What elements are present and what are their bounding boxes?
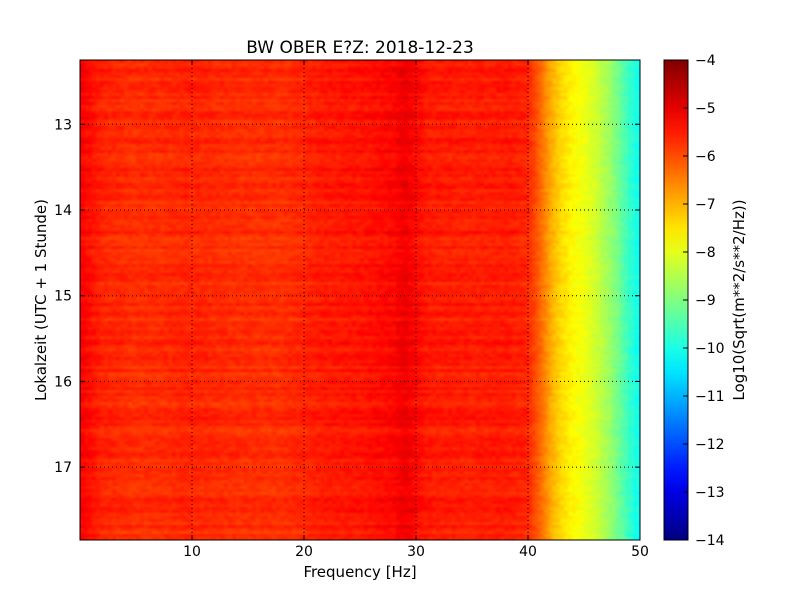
y-tick-label: 17: [54, 460, 72, 476]
x-tick-label: 40: [519, 544, 537, 560]
x-axis: 10 20 30 40 50: [183, 60, 649, 560]
heatmap-image: [80, 60, 640, 540]
colorbar-tick-label: −12: [695, 437, 725, 453]
y-tick-label: 15: [54, 289, 72, 305]
x-tick-label: 10: [183, 544, 201, 560]
colorbar-tick-label: −14: [695, 533, 725, 549]
colorbar-tick-label: −5: [695, 101, 716, 117]
y-tick-label: 13: [54, 117, 72, 133]
y-tick-label: 14: [54, 203, 72, 219]
x-tick-label: 20: [295, 544, 313, 560]
colorbar-ticks: −4 −5 −6 −7 −8 −9 −10 −11 −12 −13 −14: [683, 53, 725, 549]
plot-frame: [79, 59, 641, 541]
colorbar-tick-label: −9: [695, 293, 716, 309]
grid-lines: [80, 60, 640, 540]
chart-title: BW OBER E?Z: 2018-12-23: [246, 38, 474, 58]
y-tick-label: 16: [54, 374, 72, 390]
colorbar-tick-label: −6: [695, 149, 716, 165]
y-axis-label: Lokalzeit (UTC + 1 Stunde): [32, 199, 50, 401]
colorbar-tick-label: −11: [695, 389, 725, 405]
colorbar-label: Log10(Sqrt(m**2/s**2/Hz)): [730, 199, 748, 400]
colorbar-tick-label: −13: [695, 485, 725, 501]
heatmap-raster: [80, 60, 640, 540]
x-tick-label: 30: [407, 544, 425, 560]
x-tick-label: 50: [631, 544, 649, 560]
colorbar-tick-label: −4: [695, 53, 716, 69]
colorbar-tick-label: −8: [695, 245, 716, 261]
x-axis-label: Frequency [Hz]: [303, 563, 416, 581]
colorbar-tick-label: −10: [695, 341, 725, 357]
colorbar-tick-label: −7: [695, 197, 716, 213]
y-axis: 13 14 15 16 17: [54, 117, 640, 476]
